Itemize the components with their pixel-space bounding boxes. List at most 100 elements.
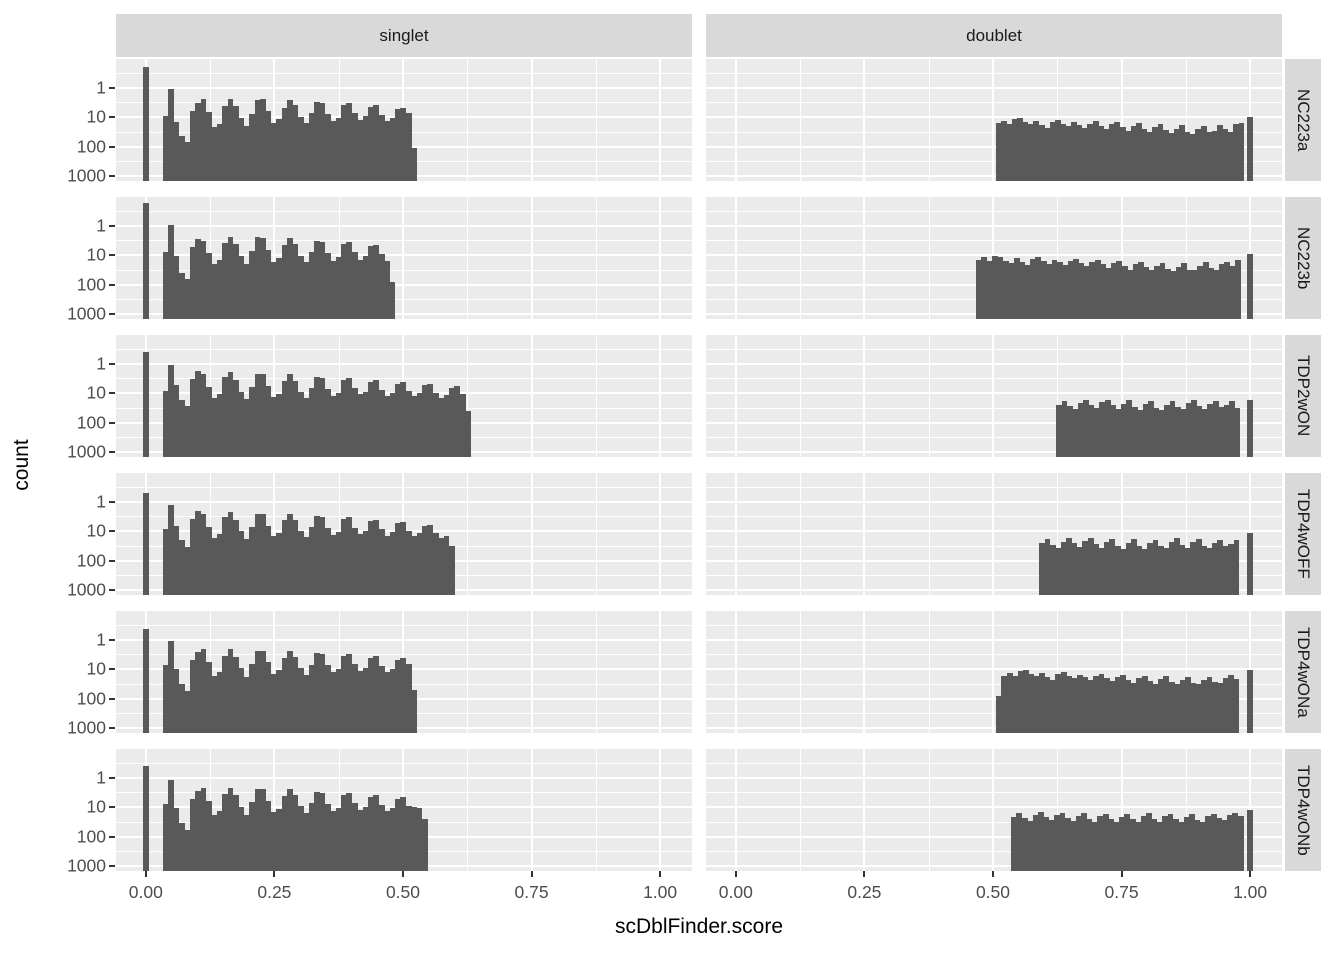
histogram-bar <box>1016 813 1023 871</box>
histogram-bar <box>1073 258 1079 319</box>
histogram-bar <box>346 517 353 595</box>
histogram-bar <box>216 394 223 457</box>
histogram-bar <box>1093 675 1100 733</box>
gridline-y-major <box>706 668 1282 670</box>
histogram-bar-one-spike <box>1247 253 1253 319</box>
histogram-bar <box>1224 261 1231 319</box>
histogram-bar <box>1091 821 1098 871</box>
gridline-x-minor <box>467 335 469 457</box>
gridline-x-minor <box>1185 197 1187 319</box>
histogram-bar <box>1173 128 1180 181</box>
x-tick-mark <box>273 871 276 877</box>
y-tick-mark <box>109 727 115 729</box>
histogram-bar <box>465 411 471 457</box>
histogram-bar <box>1099 402 1106 457</box>
histogram-bar <box>330 395 336 457</box>
histogram-bar <box>1006 672 1013 733</box>
gridline-y-major <box>116 362 692 365</box>
histogram-bar <box>206 662 212 733</box>
histogram-bar <box>216 810 223 871</box>
histogram-bar <box>1210 813 1217 871</box>
gridline-x-minor <box>1057 749 1059 871</box>
histogram-bar <box>357 394 363 457</box>
gridline-y-major <box>116 283 692 286</box>
histogram-bar <box>200 788 207 871</box>
gridline-y-minor <box>116 516 692 518</box>
y-tick-mark <box>109 313 115 315</box>
histogram-bar <box>162 115 169 181</box>
histogram-bar <box>395 523 401 595</box>
histogram-bar <box>1170 271 1177 319</box>
histogram-bar <box>216 123 223 181</box>
facet-panel-TDP4wOFF-doublet <box>706 473 1282 595</box>
gridline-y-minor <box>116 299 692 301</box>
histogram-bar <box>1141 549 1148 595</box>
gridline-x-major <box>991 59 994 181</box>
histogram-bar <box>292 795 299 871</box>
histogram-bar <box>265 800 272 871</box>
histogram-bar <box>357 533 363 595</box>
x-tick-mark <box>863 871 866 877</box>
gridline-x-major <box>734 197 737 319</box>
histogram-bar <box>1153 407 1160 457</box>
histogram-bar <box>1000 120 1007 181</box>
histogram-bar <box>1174 538 1181 595</box>
gridline-y-major <box>706 224 1282 227</box>
histogram-bar <box>357 119 363 181</box>
histogram-bar <box>1017 671 1024 733</box>
gridline-y-minor <box>706 624 1282 626</box>
histogram-bar <box>233 519 239 595</box>
histogram-bar <box>1234 408 1241 457</box>
gridline-y-minor <box>706 378 1282 380</box>
histogram-bar <box>254 237 261 319</box>
histogram-bar <box>1008 262 1015 319</box>
histogram-bar <box>238 531 245 595</box>
histogram-bar <box>400 522 407 595</box>
y-tick-mark <box>109 697 115 700</box>
histogram-bar <box>1163 676 1170 733</box>
histogram-bar <box>378 114 385 181</box>
histogram-bar <box>351 802 358 871</box>
histogram-bar <box>270 396 277 457</box>
histogram-bar <box>1032 815 1039 871</box>
gridline-x-minor <box>800 335 802 457</box>
gridline-y-major <box>706 865 1282 867</box>
histogram-bar <box>405 531 412 595</box>
gridline-y-major <box>706 116 1282 118</box>
histogram-bar <box>243 263 250 319</box>
histogram-bar <box>243 676 250 733</box>
gridline-x-minor <box>595 473 597 595</box>
histogram-bar <box>1035 257 1042 319</box>
x-tick-mark <box>659 871 662 877</box>
histogram-bar <box>297 255 304 319</box>
histogram-bar <box>1196 406 1203 457</box>
gridline-y-major <box>116 86 692 89</box>
histogram-bar <box>319 654 326 733</box>
gridline-x-major <box>734 473 737 595</box>
histogram-bar <box>168 224 174 319</box>
histogram-bar <box>362 255 369 319</box>
histogram-bar <box>314 101 320 181</box>
histogram-bar <box>1233 678 1240 733</box>
histogram-bar <box>168 780 174 871</box>
histogram-bar <box>168 640 174 733</box>
histogram-bar <box>346 377 353 457</box>
gridline-y-minor <box>706 545 1282 547</box>
histogram-bar <box>351 112 358 181</box>
histogram-bar <box>1116 260 1123 319</box>
histogram-bar <box>287 789 293 871</box>
gridline-y-minor <box>706 762 1282 764</box>
histogram-bar <box>303 674 309 733</box>
histogram-bar-one-spike <box>1247 669 1253 733</box>
facet-panel-NC223b-doublet <box>706 197 1282 319</box>
histogram-bar <box>1205 816 1212 871</box>
histogram-bar <box>1159 262 1166 319</box>
histogram-bar <box>287 513 293 595</box>
gridline-x-major <box>734 611 737 733</box>
histogram-bar <box>324 528 331 595</box>
gridline-y-minor <box>116 240 692 242</box>
histogram-bar <box>422 385 428 457</box>
gridline-y-minor <box>706 486 1282 488</box>
histogram-bar <box>249 526 255 595</box>
histogram-bar <box>1087 123 1094 181</box>
